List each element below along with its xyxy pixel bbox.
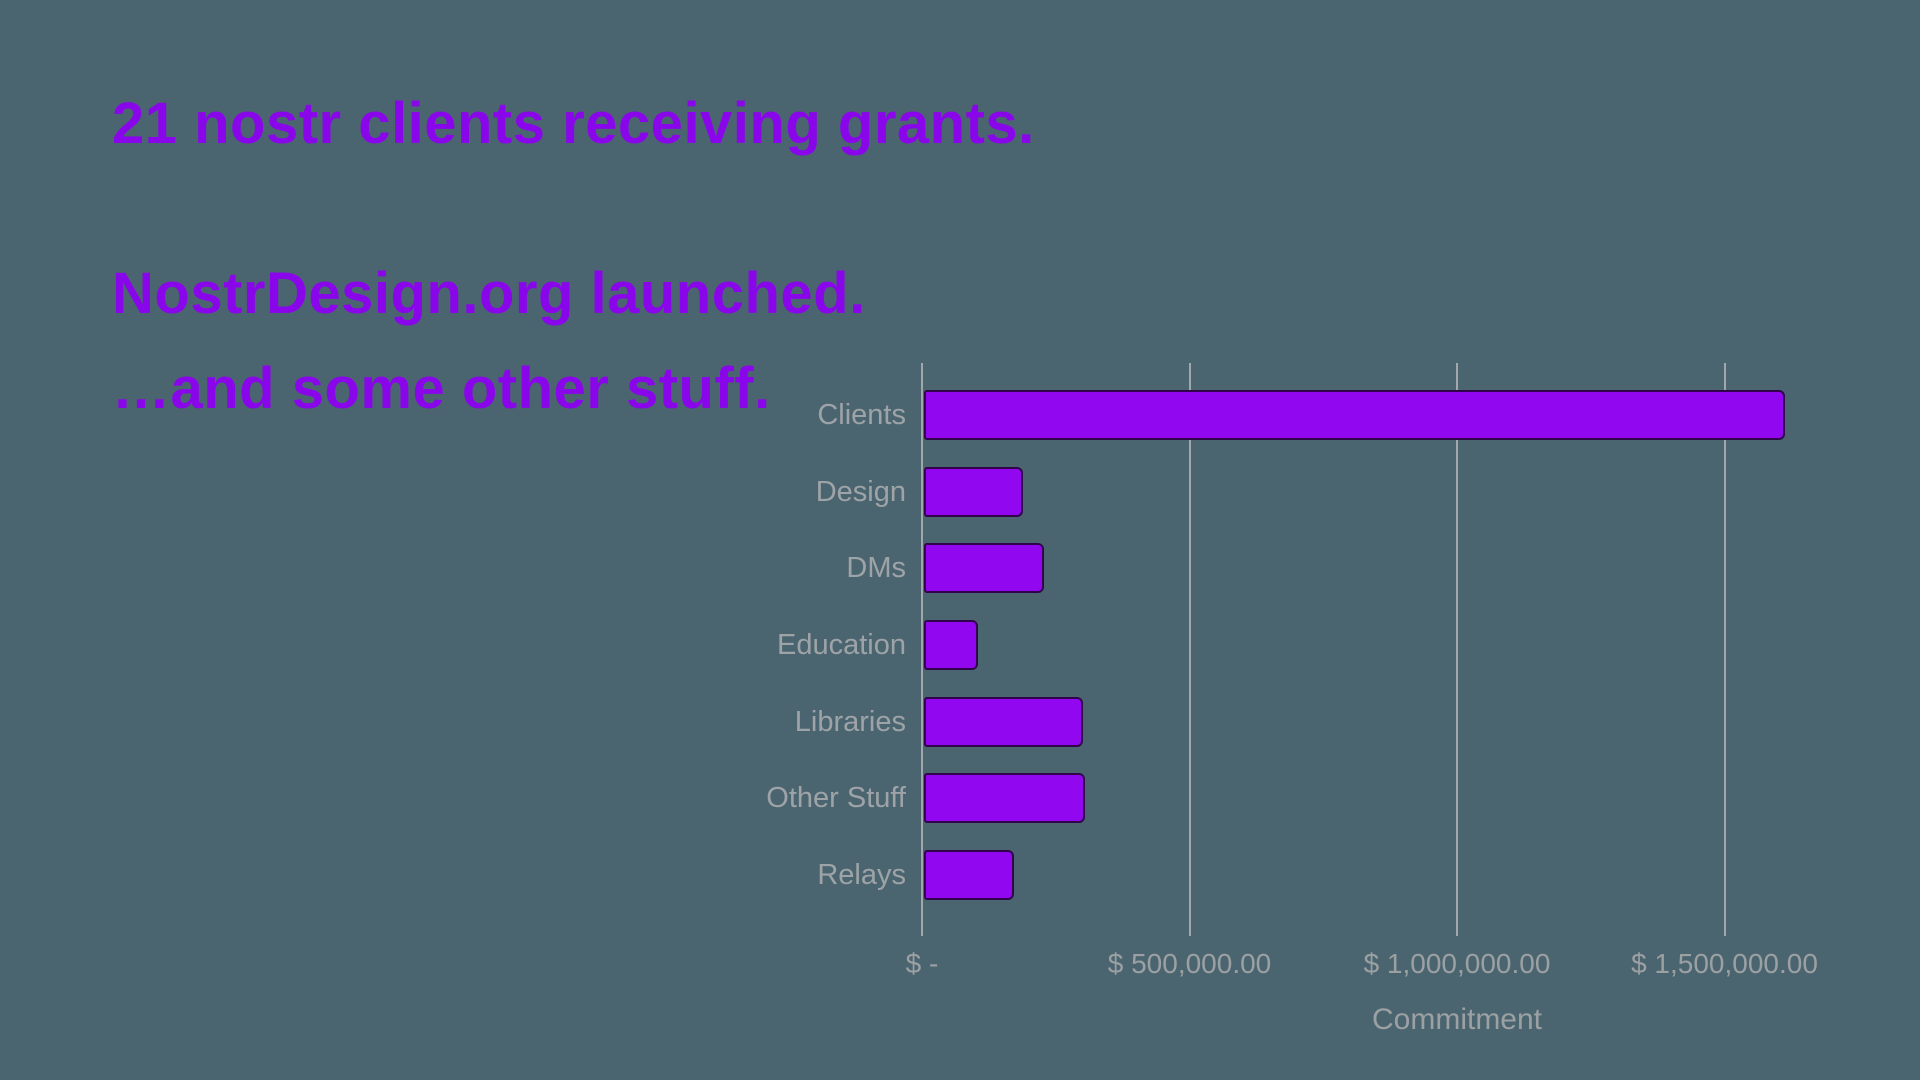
x-tick-label: $ 500,000.00 — [1107, 948, 1272, 979]
y-axis-line — [921, 363, 923, 925]
category-label-education: Education — [777, 628, 906, 661]
bar-row: Libraries — [795, 696, 1920, 747]
category-label-clients: Clients — [817, 399, 906, 431]
x-tick-label: $ 1,000,000.00 — [1363, 948, 1551, 979]
chart-plot-area: Commitment $ - $ 500,000.00 $ 1,000,000.00… — [766, 363, 1920, 1036]
headline-grants: 21 nostr clients receiving grants. — [112, 91, 1035, 156]
bar-row: Other Stuff — [766, 773, 1920, 824]
x-axis-tick — [1723, 925, 1726, 936]
x-axis-tick — [1456, 925, 1458, 936]
gridline — [1723, 363, 1726, 925]
x-tick-label: $ - — [905, 948, 939, 979]
bar-row: Education — [777, 619, 1920, 670]
gridline — [1456, 363, 1458, 925]
headline-nostrdesign: NostrDesign.org launched. — [112, 261, 866, 326]
bar-design — [924, 466, 1023, 517]
category-label-dms: DMs — [846, 552, 906, 585]
bar-row: Design — [816, 466, 1920, 517]
x-axis-tick — [921, 925, 923, 936]
gridline — [1188, 363, 1191, 925]
bar-other-stuff — [924, 773, 1085, 824]
x-axis-tick — [1188, 925, 1191, 936]
x-axis-title: Commitment — [1371, 1003, 1543, 1036]
bar-clients — [924, 390, 1786, 440]
category-label-other-stuff: Other Stuff — [766, 782, 906, 815]
bar-row: DMs — [846, 543, 1920, 594]
x-tick-label: $ 1,500,000.00 — [1631, 948, 1818, 979]
bar-libraries — [924, 696, 1083, 747]
category-label-design: Design — [815, 475, 906, 508]
bar-row: Clients — [817, 390, 1920, 440]
bar-relays — [924, 849, 1014, 900]
bar-row: Relays — [817, 849, 1920, 900]
category-label-libraries: Libraries — [794, 705, 906, 738]
bar-dms — [924, 543, 1045, 594]
headline-other-stuff: …and some other stuff. — [112, 356, 771, 421]
category-label-relays: Relays — [817, 858, 906, 891]
bar-education — [924, 619, 978, 670]
